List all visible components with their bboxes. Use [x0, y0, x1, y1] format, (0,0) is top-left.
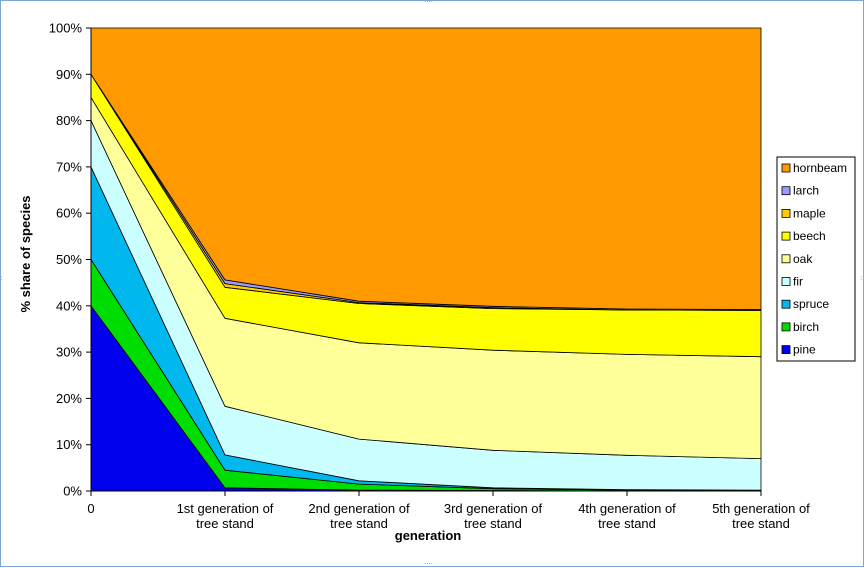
x-tick-label: 1st generation of tree stand	[177, 501, 274, 531]
x-tick-label: 3rd generation of tree stand	[444, 501, 543, 531]
resize-handle-left[interactable]: :	[0, 274, 3, 282]
y-tick-label: 50%	[56, 252, 82, 267]
y-tick-label: 20%	[56, 391, 82, 406]
legend-label-maple: maple	[793, 206, 826, 220]
legend-swatch-fir	[781, 277, 791, 286]
x-tick-label: 5th generation of tree stand	[712, 501, 810, 531]
x-tick-label-line: tree stand	[732, 516, 790, 531]
x-tick-label-line: tree stand	[330, 516, 388, 531]
area-hornbeam	[90, 27, 762, 310]
x-tick-label-line: 1st generation of	[177, 501, 274, 516]
x-tick-label-line: 5th generation of	[712, 501, 810, 516]
y-axis-tick-labels: 0% 10% 20% 30% 40% 50% 60% 70% 80% 90% 100%	[49, 21, 83, 499]
legend: hornbeam larch maple beech oak fir spruce birch…	[776, 156, 856, 362]
legend-swatch-spruce	[781, 299, 791, 309]
y-tick-label: 40%	[56, 298, 82, 313]
x-tick-label-line: tree stand	[464, 516, 522, 531]
x-axis-label: generation	[395, 528, 462, 543]
legend-label-pine: pine	[793, 343, 816, 357]
y-tick-label: 80%	[56, 113, 82, 128]
resize-handle-bottom[interactable]: ····	[424, 560, 433, 568]
legend-swatch-maple	[781, 208, 791, 218]
legend-swatch-larch	[781, 186, 791, 196]
x-tick-label-line: 0	[87, 501, 94, 516]
resize-handle-top[interactable]: ····	[424, 0, 433, 6]
x-tick-label-line: tree stand	[196, 516, 254, 531]
y-axis-label: % share of species	[18, 195, 33, 312]
legend-label-birch: birch	[793, 320, 819, 334]
resize-handle-right[interactable]: :	[860, 274, 863, 282]
legend-label-beech: beech	[793, 229, 826, 243]
y-tick-label: 0%	[63, 484, 82, 499]
x-tick-label-line: tree stand	[598, 516, 656, 531]
x-tick-label: 2nd generation of tree stand	[308, 501, 410, 531]
legend-label-oak: oak	[793, 252, 813, 266]
y-tick-label: 100%	[49, 21, 83, 36]
x-tick-label-line: 4th generation of	[578, 501, 676, 516]
legend-label-spruce: spruce	[793, 297, 829, 311]
legend-swatch-beech	[781, 231, 791, 241]
legend-label-larch: larch	[793, 184, 819, 198]
legend-swatch-birch	[781, 322, 791, 332]
x-tick-label-line: 3rd generation of	[444, 501, 543, 516]
legend-swatch-hornbeam	[781, 163, 791, 173]
legend-label-fir: fir	[793, 275, 803, 289]
axes	[86, 27, 762, 496]
x-tick-label: 4th generation of tree stand	[578, 501, 676, 531]
y-tick-label: 10%	[56, 437, 82, 452]
y-tick-label: 30%	[56, 345, 82, 360]
x-tick-label: 0	[87, 501, 94, 516]
y-tick-label: 70%	[56, 159, 82, 174]
plot-area	[90, 27, 762, 492]
x-tick-label-line: 2nd generation of	[308, 501, 410, 516]
legend-swatch-oak	[781, 254, 791, 264]
legend-label-hornbeam: hornbeam	[793, 161, 847, 175]
y-tick-label: 90%	[56, 67, 82, 82]
y-tick-label: 60%	[56, 206, 82, 221]
legend-swatch-pine	[781, 345, 791, 355]
